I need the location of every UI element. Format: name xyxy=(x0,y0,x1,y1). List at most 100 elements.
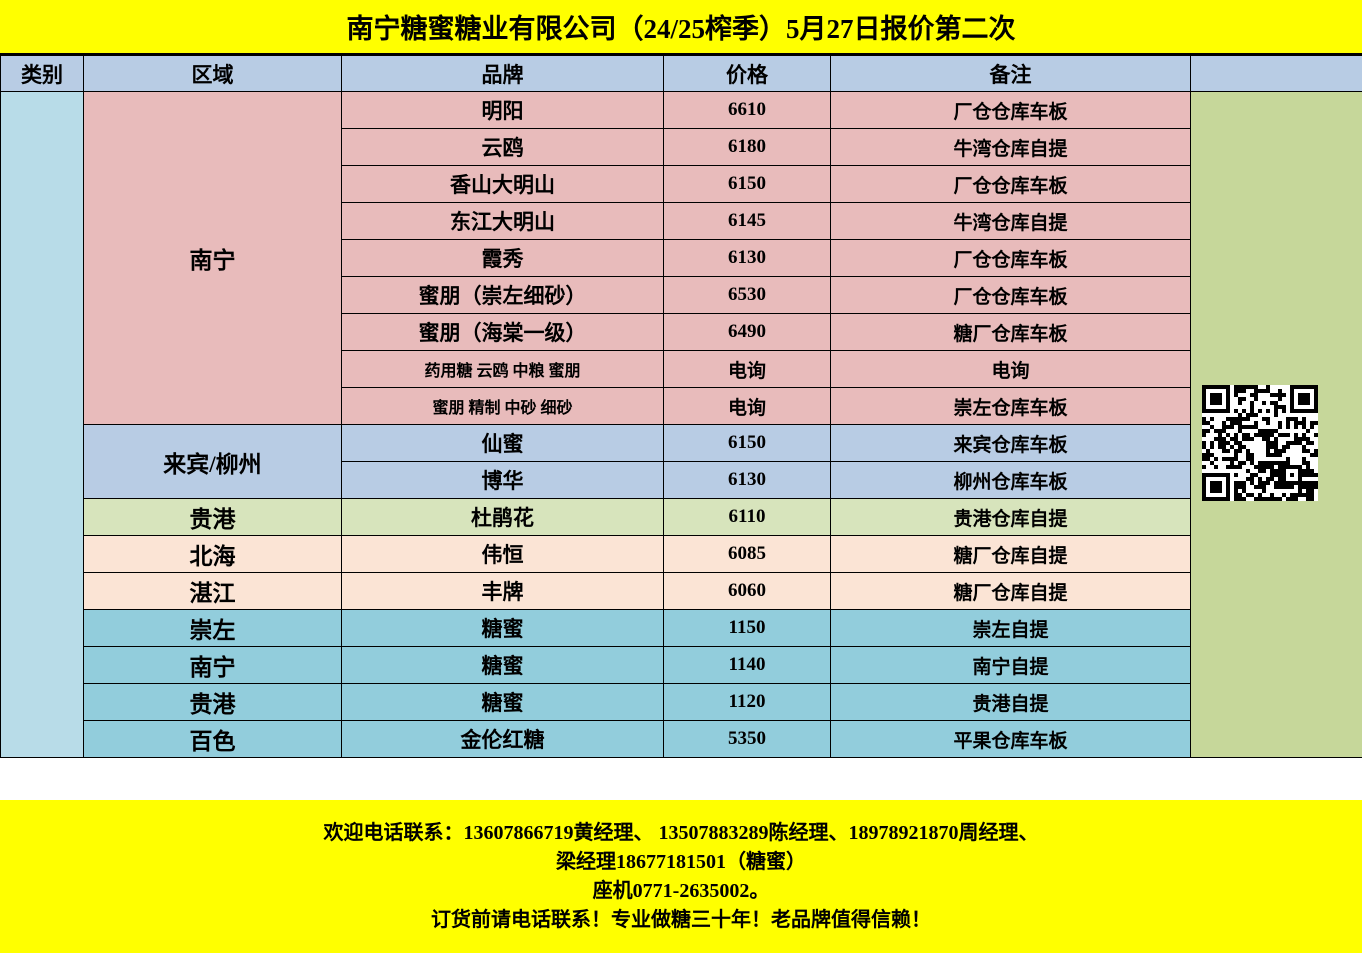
cell-brand: 丰牌 xyxy=(341,572,664,610)
cell-brand: 明阳 xyxy=(341,91,664,129)
cell-price: 6060 xyxy=(663,572,831,610)
cell-price: 6110 xyxy=(663,498,831,536)
cell-brand: 蜜朋（海棠一级） xyxy=(341,313,664,351)
cell-price: 6490 xyxy=(663,313,831,351)
cell-price: 6180 xyxy=(663,128,831,166)
table-row: 蜜朋（海棠一级） 6490 糖厂仓库车板 xyxy=(1,313,1362,351)
cell-brand: 杜鹃花 xyxy=(341,498,664,536)
cell-price: 6145 xyxy=(663,202,831,240)
cell-price: 6085 xyxy=(663,535,831,573)
cell-price: 6150 xyxy=(663,424,831,462)
cell-price: 5350 xyxy=(663,720,831,758)
cell-brand: 糖蜜 xyxy=(341,609,664,647)
qr-code[interactable] xyxy=(1202,385,1318,501)
cell-region: 贵港 xyxy=(83,683,342,721)
table-row: 药用糖 云鸥 中粮 蜜朋 电询 电询 xyxy=(1,350,1362,388)
cell-region: 崇左 xyxy=(83,609,342,647)
cell-note: 厂仓仓库车板 xyxy=(830,239,1191,277)
qr-code-image xyxy=(1202,385,1318,501)
cell-note: 平果仓库车板 xyxy=(830,720,1191,758)
cell-note: 柳州仓库车板 xyxy=(830,461,1191,499)
table-row: 霞秀 6130 厂仓仓库车板 xyxy=(1,239,1362,277)
cell-note: 糖厂仓库自提 xyxy=(830,535,1191,573)
table-row: 东江大明山 6145 牛湾仓库自提 xyxy=(1,202,1362,240)
cell-note: 崇左自提 xyxy=(830,609,1191,647)
page-title: 南宁糖蜜糖业有限公司（24/25榨季）5月27日报价第二次 xyxy=(346,14,1016,44)
header-row: 类别 区域 品牌 价格 备注 xyxy=(0,55,1362,92)
cell-brand: 霞秀 xyxy=(341,239,664,277)
col-header-note: 备注 xyxy=(830,55,1191,92)
footer-line: 梁经理18677181501（糖蜜） xyxy=(556,850,806,873)
cell-region: 百色 xyxy=(83,720,342,758)
cell-brand: 糖蜜 xyxy=(341,683,664,721)
cell-region: 湛江 xyxy=(83,572,342,610)
cell-brand: 金伦红糖 xyxy=(341,720,664,758)
footer-line: 欢迎电话联系：13607866719黄经理、 13507883289陈经理、18… xyxy=(323,821,1039,844)
col-header-brand: 品牌 xyxy=(341,55,664,92)
cell-note: 贵港自提 xyxy=(830,683,1191,721)
cell-brand: 香山大明山 xyxy=(341,165,664,203)
table-row: 南宁 明阳 6610 厂仓仓库车板 xyxy=(0,91,1362,758)
cell-note: 厂仓仓库车板 xyxy=(830,276,1191,314)
col-header-region: 区域 xyxy=(83,55,342,92)
cell-price: 6130 xyxy=(663,461,831,499)
cell-price: 电询 xyxy=(663,350,831,388)
side-panel xyxy=(1190,91,1362,758)
table-body: 南宁 明阳 6610 厂仓仓库车板 云鸥 6180 牛湾仓库自提 香山大明山 6150 厂仓仓库车… xyxy=(0,91,1362,758)
cell-price: 1150 xyxy=(663,609,831,647)
cell-note: 厂仓仓库车板 xyxy=(830,165,1191,203)
table-row: 崇左 糖蜜 1150 崇左自提 xyxy=(1,609,1362,647)
cell-note: 厂仓仓库车板 xyxy=(830,91,1191,129)
cell-note: 糖厂仓库车板 xyxy=(830,313,1191,351)
table-row: 来宾/柳州 仙蜜 6150 来宾仓库车板 xyxy=(1,424,1362,499)
table-row: 百色 金伦红糖 5350 平果仓库车板 xyxy=(1,720,1362,758)
cell-brand: 糖蜜 xyxy=(341,646,664,684)
table-row: 博华 6130 柳州仓库车板 xyxy=(1,461,1362,499)
table-row: 贵港 糖蜜 1120 贵港自提 xyxy=(1,683,1362,721)
cell-note: 贵港仓库自提 xyxy=(830,498,1191,536)
title-banner: 南宁糖蜜糖业有限公司（24/25榨季）5月27日报价第二次 xyxy=(0,0,1362,55)
cell-note: 糖厂仓库自提 xyxy=(830,572,1191,610)
cell-brand: 蜜朋（崇左细砂） xyxy=(341,276,664,314)
table-row: 贵港 杜鹃花 6110 贵港仓库自提 xyxy=(1,498,1362,536)
cell-note: 牛湾仓库自提 xyxy=(830,202,1191,240)
table-row: 蜜朋 精制 中砂 细砂 电询 崇左仓库车板 xyxy=(1,387,1362,425)
table-row: 香山大明山 6150 厂仓仓库车板 xyxy=(1,165,1362,203)
cell-brand: 药用糖 云鸥 中粮 蜜朋 xyxy=(341,350,664,388)
cell-note: 南宁自提 xyxy=(830,646,1191,684)
cell-price: 6530 xyxy=(663,276,831,314)
cell-category xyxy=(0,91,84,758)
cell-brand: 博华 xyxy=(341,461,664,499)
table-row: 湛江 丰牌 6060 糖厂仓库自提 xyxy=(1,572,1362,610)
cell-region: 南宁 xyxy=(83,91,342,425)
cell-brand: 伟恒 xyxy=(341,535,664,573)
footer-line: 订货前请电话联系！专业做糖三十年！老品牌值得信赖！ xyxy=(431,908,931,931)
table-header: 类别 区域 品牌 价格 备注 xyxy=(0,55,1362,92)
footer-line: 座机0771-2635002。 xyxy=(592,879,770,902)
cell-region: 贵港 xyxy=(83,498,342,536)
table-row: 北海 伟恒 6085 糖厂仓库自提 xyxy=(1,535,1362,573)
cell-price: 6130 xyxy=(663,239,831,277)
col-header-category: 类别 xyxy=(0,55,84,92)
cell-price: 1140 xyxy=(663,646,831,684)
contact-footer: 欢迎电话联系：13607866719黄经理、 13507883289陈经理、18… xyxy=(0,800,1362,953)
cell-brand: 云鸥 xyxy=(341,128,664,166)
cell-note: 崇左仓库车板 xyxy=(830,387,1191,425)
cell-price: 1120 xyxy=(663,683,831,721)
cell-region: 北海 xyxy=(83,535,342,573)
cell-region: 南宁 xyxy=(83,646,342,684)
cell-region: 来宾/柳州 xyxy=(83,424,342,499)
col-header-price: 价格 xyxy=(663,55,831,92)
cell-price: 6610 xyxy=(663,91,831,129)
cell-note: 来宾仓库车板 xyxy=(830,424,1191,462)
cell-price: 电询 xyxy=(663,387,831,425)
cell-brand: 蜜朋 精制 中砂 细砂 xyxy=(341,387,664,425)
cell-note: 牛湾仓库自提 xyxy=(830,128,1191,166)
cell-price: 6150 xyxy=(663,165,831,203)
price-table: 类别 区域 品牌 价格 备注 南宁 明阳 6610 厂仓仓库车板 云鸥 6180 牛湾仓库自… xyxy=(0,55,1362,758)
cell-brand: 仙蜜 xyxy=(341,424,664,462)
table-row: 南宁 糖蜜 1140 南宁自提 xyxy=(1,646,1362,684)
cell-brand: 东江大明山 xyxy=(341,202,664,240)
col-header-spacer xyxy=(1190,55,1362,92)
